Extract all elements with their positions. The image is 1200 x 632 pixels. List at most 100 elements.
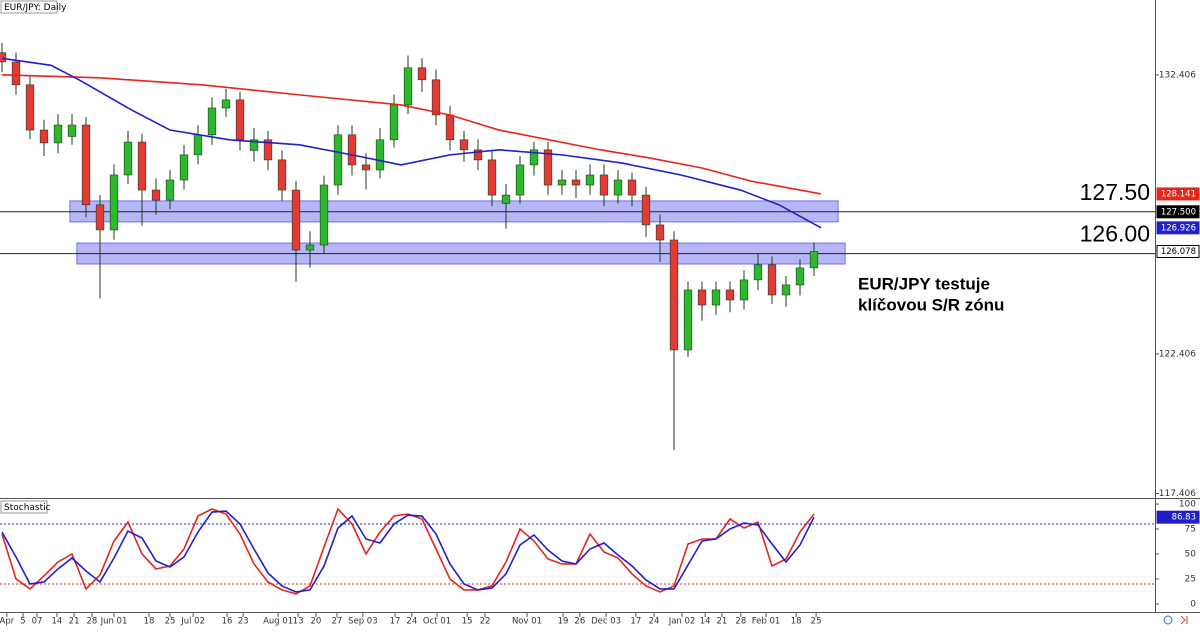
candle-body [81, 124, 91, 206]
x-tick-label: 19 [558, 617, 569, 627]
x-tick-label: 18 [144, 617, 155, 627]
candle-body [179, 154, 189, 181]
x-tick-label: 20 [311, 617, 322, 627]
x-tick-label: 15 [462, 617, 473, 627]
candle-body [389, 104, 399, 141]
x-tick-label: Sep 03 [348, 617, 378, 627]
candle-body [431, 79, 441, 116]
candle-body [375, 139, 385, 171]
last-price-tag-bg [1156, 244, 1200, 258]
stochastic-title-box: Stochastic [0, 500, 51, 514]
candle-body [291, 189, 301, 251]
chart-title: EUR/JPY: Daily [4, 3, 67, 13]
indicator-line [1, 73, 822, 195]
candle-body [697, 289, 707, 306]
x-tick-label: 25 [165, 617, 176, 627]
candle-body [753, 264, 763, 281]
candle-body [165, 179, 175, 201]
y-tick-label: 25 [1185, 574, 1196, 584]
candle-body [249, 139, 259, 151]
candle-body [683, 289, 693, 351]
scroll-icon[interactable] [1180, 615, 1188, 625]
candle-body [711, 289, 721, 306]
x-tick-label: 25 [811, 617, 822, 627]
candle-body [67, 124, 77, 137]
candle-body [403, 67, 413, 106]
y-tick-label: 117.406 [1159, 489, 1196, 499]
indicator-line [1, 507, 815, 595]
annotation: EUR/JPY testuje [858, 274, 990, 293]
y-tick-label: 100 [1179, 500, 1196, 510]
x-tick-label: Jun 01 [100, 617, 128, 627]
annotation: klíčovou S/R zónu [858, 295, 1004, 314]
level-label: 126.00 [1080, 221, 1150, 247]
candle-body [487, 159, 497, 196]
candle-body [459, 139, 469, 151]
y-tick-label: 75 [1185, 525, 1196, 535]
candle-body [319, 184, 329, 246]
candle-body [0, 52, 7, 63]
candle-body [95, 204, 105, 231]
x-tick-label: 26 [574, 617, 585, 627]
stoch-tag: 86.83 [1172, 513, 1196, 523]
candle-body [137, 141, 147, 191]
x-tick-label: 22 [480, 617, 491, 627]
ma-price-tag: 128.141 [1161, 189, 1196, 199]
ma-price-tag-bg [1156, 187, 1200, 201]
x-tick-label: 17 [390, 617, 401, 627]
x-tick-label: Jan 02 [668, 617, 696, 627]
candle-body [207, 107, 217, 136]
candle-body [557, 179, 567, 186]
candle-body [361, 164, 371, 171]
layers: 132.406 122.406 117.406 127.50 127.500 126.00… [0, 42, 1200, 627]
candle-body [599, 174, 609, 196]
x-tick-label: 24 [406, 617, 417, 627]
last-price-tag: 126.078 [1161, 247, 1196, 257]
candle-body [25, 84, 35, 131]
candle-body [151, 189, 161, 201]
candle-body [417, 67, 427, 81]
x-tick-label: 21 [69, 617, 80, 627]
x-tick-label: Apr [0, 617, 15, 627]
x-tick-label: 14 [700, 617, 711, 627]
level-tag: 127.500 [1161, 207, 1196, 217]
candle-body [277, 159, 287, 191]
x-tick-label: Feb 01 [752, 617, 781, 627]
candle-body [767, 264, 777, 296]
x-tick-label: 14 [52, 617, 63, 627]
level-tag-bg [1156, 205, 1200, 219]
candle-body [333, 134, 343, 186]
indicator-line [1, 57, 822, 229]
candle-body [669, 239, 679, 351]
candle-body [193, 134, 203, 156]
title-box [0, 0, 58, 14]
x-tick-label: 28 [87, 617, 98, 627]
x-tick-label: 16 [222, 617, 233, 627]
candle-body [263, 139, 273, 161]
candle-body [641, 194, 651, 226]
toolbar-icons[interactable] [1163, 615, 1188, 625]
candle-body [543, 149, 553, 186]
stoch-tag-bg [1156, 510, 1200, 524]
candle-body [529, 149, 539, 166]
x-tick-label: 13 [293, 617, 304, 627]
stochastic-title: Stochastic [4, 503, 51, 513]
candle-body [445, 114, 455, 141]
y-tick-label: 122.406 [1159, 349, 1196, 359]
ma-price-tag: 126.926 [1161, 223, 1196, 233]
candle-body [739, 279, 749, 301]
y-tick-label: 132.406 [1159, 70, 1196, 80]
title-box [0, 500, 48, 514]
indicator-line [1, 510, 815, 593]
y-tick-label: 0 [1190, 599, 1196, 609]
candle-body [347, 134, 357, 166]
sync-icon[interactable] [1163, 615, 1173, 625]
x-tick-label: Oct 01 [423, 617, 451, 627]
x-tick-label: Dec 03 [591, 617, 621, 627]
candle-body [725, 289, 735, 301]
candle-body [795, 267, 805, 286]
candle-body [39, 129, 49, 144]
x-tick-label: Nov 01 [512, 617, 542, 627]
candle-body [781, 284, 791, 296]
